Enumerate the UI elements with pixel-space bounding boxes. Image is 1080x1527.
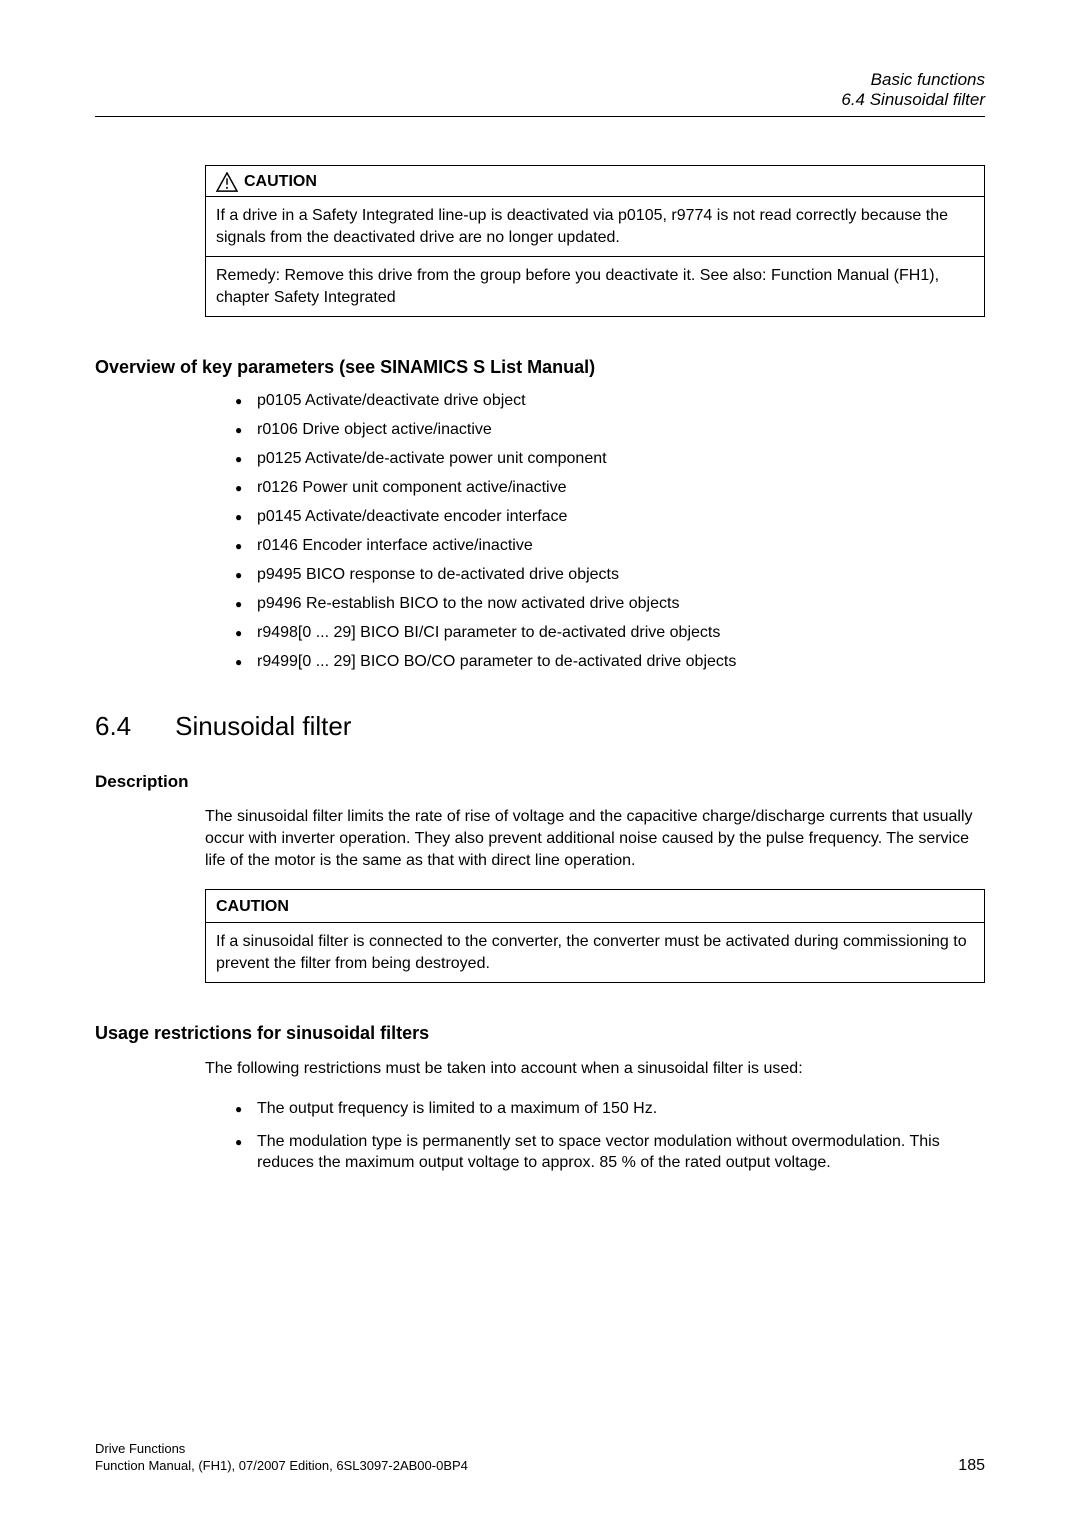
header-chapter: Basic functions [95,70,985,90]
description-heading: Description [95,772,985,792]
section-6-4-row: 6.4 Sinusoidal filter [95,711,985,742]
header-rule [95,116,985,117]
list-item: p0125 Activate/de-activate power unit co… [235,450,985,468]
footer-page-number: 185 [958,1457,985,1475]
list-item: p0145 Activate/deactivate encoder interf… [235,508,985,526]
section-title: Sinusoidal filter [175,711,351,742]
list-item: The output frequency is limited to a max… [235,1098,985,1120]
warning-triangle-icon [216,172,238,192]
list-item: The modulation type is permanently set t… [235,1131,985,1174]
overview-heading: Overview of key parameters (see SINAMICS… [95,357,985,378]
restrictions-list: The output frequency is limited to a max… [235,1098,985,1174]
restrictions-heading: Usage restrictions for sinusoidal filter… [95,1023,985,1044]
restrictions-intro: The following restrictions must be taken… [205,1058,985,1080]
list-item: r9499[0 ... 29] BICO BO/CO parameter to … [235,653,985,671]
page-footer: Drive Functions Function Manual, (FH1), … [95,1441,985,1475]
caution-heading-1: CAUTION [244,173,317,191]
description-para: The sinusoidal filter limits the rate of… [205,806,985,871]
footer-line2: Function Manual, (FH1), 07/2007 Edition,… [95,1458,468,1475]
list-item: p0105 Activate/deactivate drive object [235,392,985,410]
caution-box-2: CAUTION If a sinusoidal filter is connec… [205,889,985,983]
caution2-para: If a sinusoidal filter is connected to t… [206,923,984,982]
caution-heading-2: CAUTION [206,890,984,922]
section-number: 6.4 [95,711,131,742]
footer-line1: Drive Functions [95,1441,468,1458]
list-item: r9498[0 ... 29] BICO BI/CI parameter to … [235,624,985,642]
footer-left: Drive Functions Function Manual, (FH1), … [95,1441,468,1475]
list-item: r0146 Encoder interface active/inactive [235,537,985,555]
caution1-para1: If a drive in a Safety Integrated line-u… [206,197,984,256]
header-section: 6.4 Sinusoidal filter [95,90,985,110]
caution-heading-row: CAUTION [206,166,984,196]
list-item: r0106 Drive object active/inactive [235,421,985,439]
list-item: p9496 Re-establish BICO to the now activ… [235,595,985,613]
caution1-para2: Remedy: Remove this drive from the group… [206,257,984,316]
page-header: Basic functions 6.4 Sinusoidal filter [95,70,985,110]
list-item: r0126 Power unit component active/inacti… [235,479,985,497]
caution-box-1: CAUTION If a drive in a Safety Integrate… [205,165,985,317]
overview-list: p0105 Activate/deactivate drive object r… [235,392,985,671]
list-item: p9495 BICO response to de-activated driv… [235,566,985,584]
